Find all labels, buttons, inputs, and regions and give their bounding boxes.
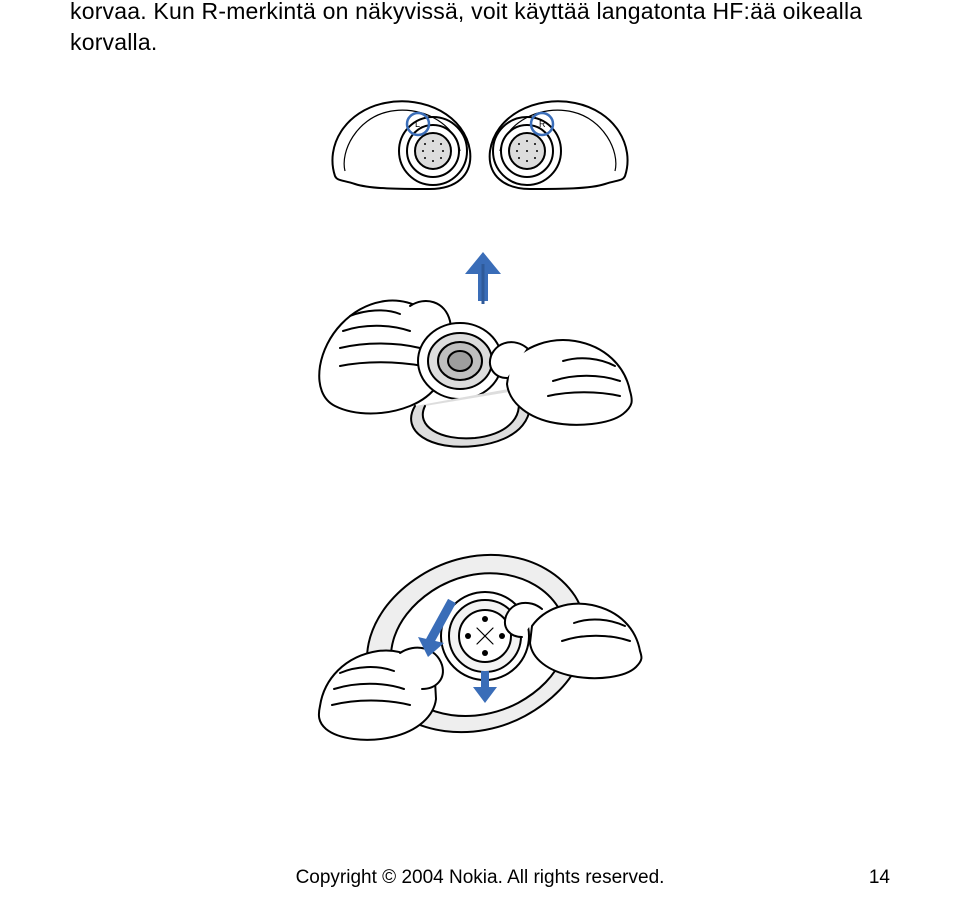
svg-text:L: L bbox=[415, 119, 420, 129]
arrow-up-icon bbox=[465, 252, 501, 304]
figure-earpieces-lr: L R bbox=[315, 81, 645, 216]
body-paragraph: korvaa. Kun R-merkintä on näkyvissä, voi… bbox=[70, 0, 890, 58]
illustration-group: L R bbox=[70, 81, 890, 761]
footer-spacer bbox=[70, 867, 110, 889]
page-footer: Copyright © 2004 Nokia. All rights reser… bbox=[0, 867, 960, 889]
svg-text:R: R bbox=[539, 119, 546, 129]
figure-hands-rotate bbox=[310, 501, 650, 761]
page-number: 14 bbox=[850, 867, 890, 889]
copyright-text: Copyright © 2004 Nokia. All rights reser… bbox=[110, 867, 850, 889]
figure-hands-separate bbox=[315, 246, 645, 471]
document-page: korvaa. Kun R-merkintä on näkyvissä, voi… bbox=[0, 0, 960, 911]
